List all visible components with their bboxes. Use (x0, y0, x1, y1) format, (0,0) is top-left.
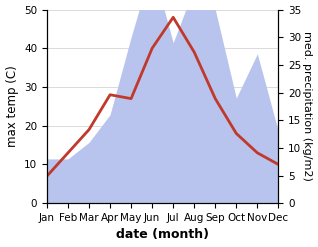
X-axis label: date (month): date (month) (116, 228, 209, 242)
Y-axis label: max temp (C): max temp (C) (5, 65, 18, 147)
Y-axis label: med. precipitation (kg/m2): med. precipitation (kg/m2) (302, 31, 313, 181)
